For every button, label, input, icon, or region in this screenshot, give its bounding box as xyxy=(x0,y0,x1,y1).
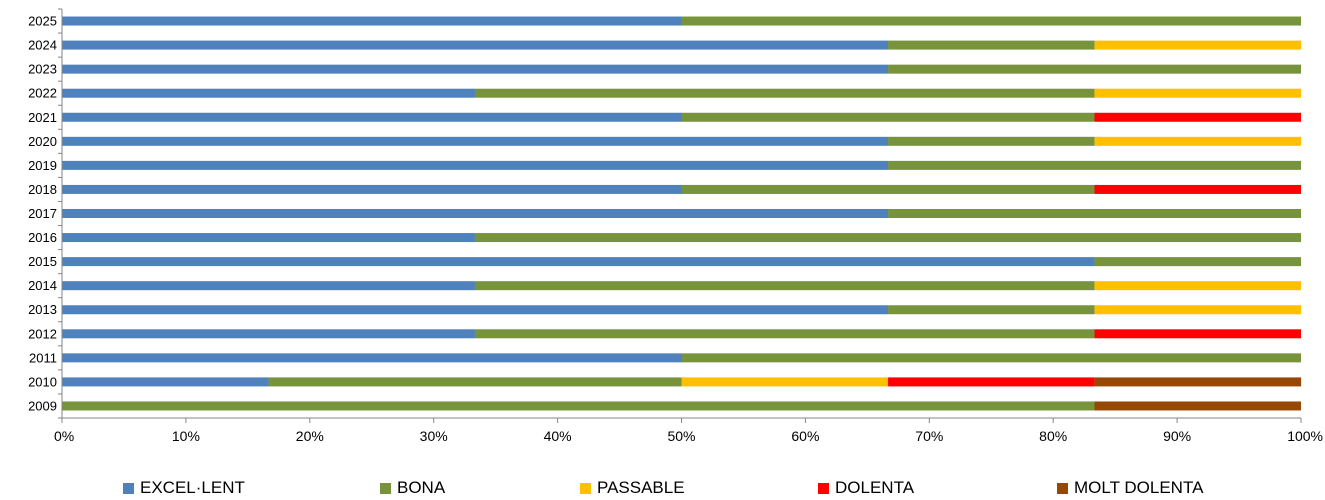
bar-segment xyxy=(1094,136,1302,146)
y-tick-label: 2015 xyxy=(28,254,57,269)
bar-segment xyxy=(62,305,889,315)
y-tick-label: 2023 xyxy=(28,62,57,77)
bar-segment xyxy=(888,209,1301,218)
stacked-bar-chart: 2025 2024 2023 2022 2021 2020 2019 2018 2017 2016… xyxy=(28,8,1323,444)
bars-group xyxy=(62,16,1302,411)
y-tick-label: 2020 xyxy=(28,134,57,149)
bar-segment xyxy=(1094,112,1301,122)
y-tick-label: 2009 xyxy=(28,398,57,413)
x-tick-label: 30% xyxy=(420,428,448,444)
chart-legend: EXCEL·LENT BONA PASSABLE DOLENTA MOLT DOLENT… xyxy=(0,478,1325,500)
bar-segment xyxy=(1094,257,1301,267)
bar-segment xyxy=(1094,281,1301,291)
bar-segment xyxy=(1094,184,1301,194)
y-tick-label: 2016 xyxy=(28,230,57,245)
bar-segment xyxy=(681,16,1301,26)
x-tick-label: 60% xyxy=(791,428,819,444)
legend-label: PASSABLE xyxy=(597,478,685,497)
y-tick-label: 2022 xyxy=(28,86,57,101)
legend-label: BONA xyxy=(397,478,446,497)
legend-label: DOLENTA xyxy=(835,478,915,497)
y-tick-label: 2010 xyxy=(28,374,57,389)
x-tick-label: 10% xyxy=(172,428,200,444)
bar-segment xyxy=(888,160,1301,170)
bar-segment xyxy=(62,112,682,122)
bar-segment xyxy=(62,353,682,363)
legend-swatch xyxy=(580,482,591,494)
x-tick-label: 100% xyxy=(1287,428,1323,444)
y-tick-label: 2019 xyxy=(28,158,57,173)
y-tick-label: 2014 xyxy=(28,278,57,293)
bar-segment xyxy=(62,64,889,74)
bar-segment xyxy=(62,136,889,146)
x-tick-label: 20% xyxy=(296,428,324,444)
legend-swatch xyxy=(1057,482,1068,494)
bar-segment xyxy=(681,184,1095,194)
bar-segment xyxy=(62,233,475,243)
x-tick-label: 90% xyxy=(1163,428,1191,444)
x-tick-label: 70% xyxy=(915,428,943,444)
bar-segment xyxy=(474,281,1095,291)
x-tick-label: 40% xyxy=(544,428,572,444)
legend-label: EXCEL·LENT xyxy=(140,478,245,497)
y-tick-label: 2025 xyxy=(28,14,57,29)
bar-segment xyxy=(62,281,475,291)
bar-segment xyxy=(888,136,1095,146)
bar-segment xyxy=(62,377,269,387)
bar-segment xyxy=(474,233,1302,243)
y-tick-label: 2017 xyxy=(28,206,57,221)
x-tick-label: 80% xyxy=(1039,428,1067,444)
y-tick-labels: 2025 2024 2023 2022 2021 2020 2019 2018 2017 2016… xyxy=(28,14,57,414)
bar-segment xyxy=(62,257,1095,267)
legend-item: MOLT DOLENTA xyxy=(1057,478,1203,498)
bar-segment xyxy=(62,209,889,218)
y-tick-label: 2013 xyxy=(28,302,57,317)
bar-segment xyxy=(1094,401,1301,411)
bar-segment xyxy=(62,40,889,50)
bar-segment xyxy=(681,353,1301,363)
x-tick-label: 50% xyxy=(667,428,695,444)
bar-segment xyxy=(62,401,1095,411)
bar-segment xyxy=(62,184,682,194)
legend-label: MOLT DOLENTA xyxy=(1074,478,1204,497)
bar-segment xyxy=(888,40,1095,50)
legend-swatch xyxy=(818,482,829,494)
bar-segment xyxy=(62,329,475,339)
bar-segment xyxy=(681,377,889,387)
y-tick-label: 2011 xyxy=(29,350,57,365)
bar-segment xyxy=(681,112,1095,122)
y-tick-label: 2018 xyxy=(28,182,57,197)
bar-segment xyxy=(1094,329,1301,339)
legend-swatch xyxy=(123,482,134,494)
y-tick-label: 2012 xyxy=(28,326,57,341)
bar-segment xyxy=(62,88,475,98)
bar-segment xyxy=(474,88,1095,98)
bar-segment xyxy=(1094,40,1302,50)
bar-segment xyxy=(1094,305,1302,315)
bar-segment xyxy=(1094,377,1302,387)
y-tick-label: 2021 xyxy=(28,110,57,125)
legend-item: DOLENTA xyxy=(818,478,914,498)
bar-segment xyxy=(888,305,1095,315)
y-tick-label: 2024 xyxy=(28,38,57,53)
axes-group xyxy=(58,8,1302,423)
bar-segment xyxy=(888,377,1095,387)
legend-swatch xyxy=(380,482,391,494)
legend-item: BONA xyxy=(380,478,445,498)
bar-segment xyxy=(474,329,1095,339)
legend-item: PASSABLE xyxy=(580,478,685,498)
bar-segment xyxy=(62,16,682,26)
x-tick-label: 0% xyxy=(54,428,74,444)
bar-segment xyxy=(268,377,682,387)
x-tick-labels: 0% 10% 20% 30% 40% 50% 60% 70% 80% 90% 100% xyxy=(54,428,1323,444)
bar-segment xyxy=(62,160,889,170)
legend-item: EXCEL·LENT xyxy=(123,478,245,498)
bar-segment xyxy=(888,64,1301,74)
bar-segment xyxy=(1094,88,1301,98)
